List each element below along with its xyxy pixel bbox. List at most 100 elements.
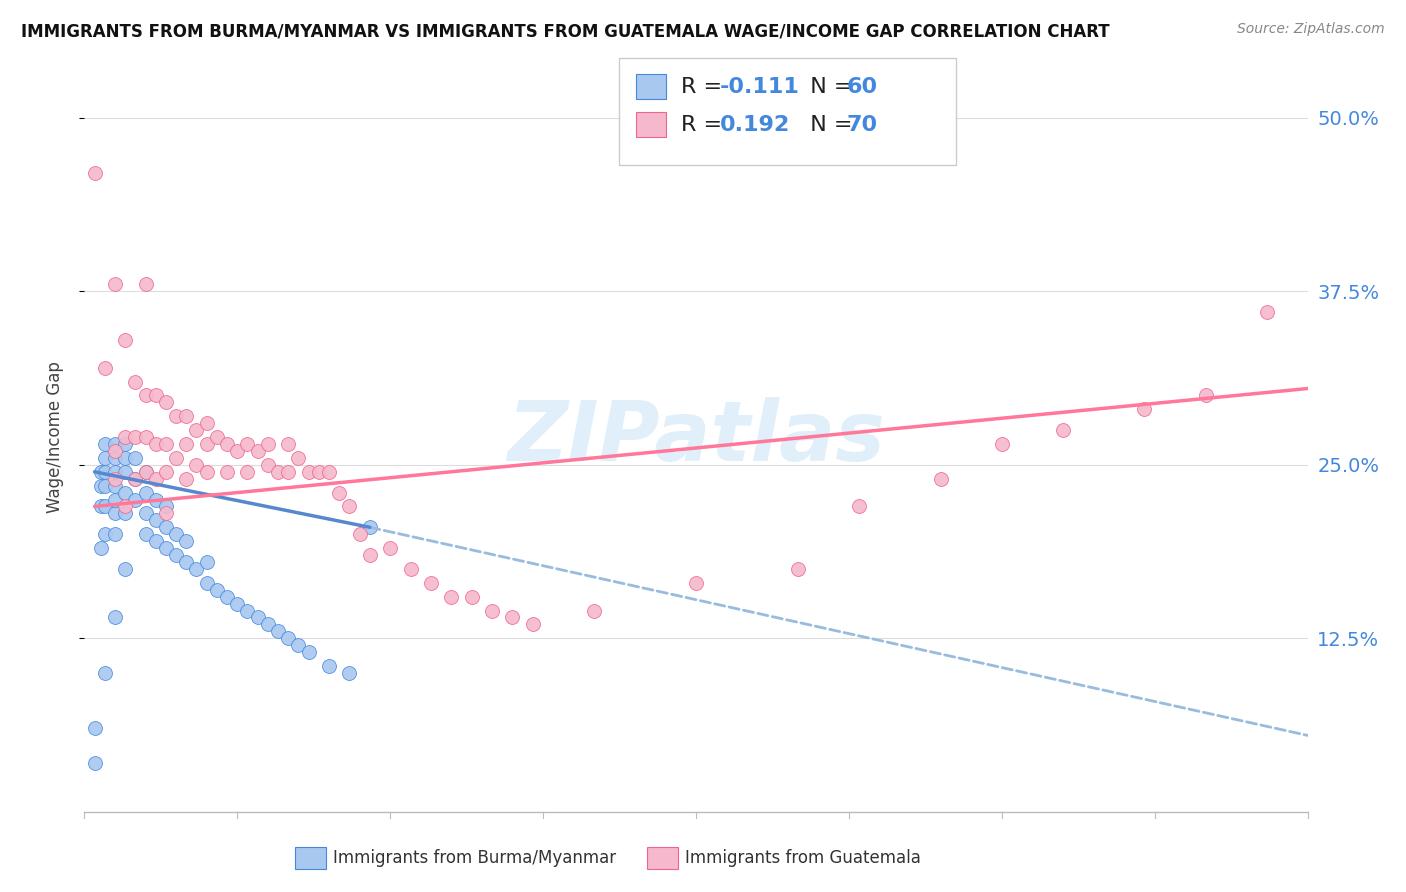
Text: 60: 60 [846, 77, 877, 96]
Point [1133, 402, 1156, 417]
Point [522, 617, 544, 632]
Point [174, 534, 197, 549]
Point [93, 527, 115, 541]
Point [186, 423, 208, 437]
Point [90, 500, 112, 514]
Point [104, 277, 127, 292]
Point [104, 527, 127, 541]
Text: -0.111: -0.111 [720, 77, 800, 96]
Point [308, 465, 330, 479]
Point [420, 575, 443, 590]
Point [174, 472, 197, 486]
Point [114, 562, 136, 576]
Point [90, 478, 112, 492]
Point [135, 465, 157, 479]
Point [226, 597, 249, 611]
Text: Source: ZipAtlas.com: Source: ZipAtlas.com [1237, 22, 1385, 37]
Point [461, 590, 484, 604]
Point [135, 507, 157, 521]
Point [277, 465, 299, 479]
Point [186, 562, 208, 576]
Point [83, 166, 105, 180]
Point [287, 638, 309, 652]
Point [685, 575, 707, 590]
Point [246, 444, 269, 458]
Point [114, 450, 136, 465]
Point [481, 603, 503, 617]
Point [246, 610, 269, 624]
Point [339, 500, 361, 514]
Point [318, 465, 340, 479]
Point [1256, 305, 1278, 319]
Point [399, 562, 422, 576]
Point [155, 520, 177, 534]
Point [359, 520, 381, 534]
Point [114, 465, 136, 479]
Point [124, 492, 146, 507]
Point [226, 444, 249, 458]
Point [1052, 423, 1074, 437]
Point [104, 465, 127, 479]
Point [349, 527, 371, 541]
Point [440, 590, 463, 604]
Point [155, 437, 177, 451]
Point [174, 437, 197, 451]
Point [298, 645, 321, 659]
Point [165, 548, 187, 562]
Point [93, 500, 115, 514]
Point [145, 492, 167, 507]
Point [195, 437, 218, 451]
Point [298, 465, 321, 479]
Point [135, 527, 157, 541]
Point [257, 437, 280, 451]
Point [217, 437, 239, 451]
Point [502, 610, 524, 624]
Point [114, 507, 136, 521]
Point [93, 360, 115, 375]
Point [135, 485, 157, 500]
Point [104, 450, 127, 465]
Point [155, 500, 177, 514]
Point [135, 277, 157, 292]
Point [186, 458, 208, 472]
Point [155, 465, 177, 479]
Point [787, 562, 810, 576]
Point [114, 437, 136, 451]
Point [267, 624, 290, 639]
Point [236, 437, 259, 451]
Point [257, 617, 280, 632]
Point [114, 485, 136, 500]
Point [124, 375, 146, 389]
Point [135, 430, 157, 444]
Point [277, 437, 299, 451]
Point [104, 478, 127, 492]
Point [236, 603, 259, 617]
Point [991, 437, 1014, 451]
Point [104, 472, 127, 486]
Point [104, 444, 127, 458]
Text: R =: R = [681, 77, 728, 96]
Point [195, 555, 218, 569]
Point [114, 500, 136, 514]
Point [124, 430, 146, 444]
Point [124, 472, 146, 486]
Point [124, 450, 146, 465]
Point [93, 450, 115, 465]
Point [104, 507, 127, 521]
Text: ZIPatlas: ZIPatlas [508, 397, 884, 477]
Point [174, 409, 197, 424]
Point [135, 465, 157, 479]
Point [104, 610, 127, 624]
Text: 70: 70 [846, 115, 877, 135]
Point [267, 465, 290, 479]
Point [583, 603, 606, 617]
Point [328, 485, 350, 500]
Point [145, 534, 167, 549]
Text: IMMIGRANTS FROM BURMA/MYANMAR VS IMMIGRANTS FROM GUATEMALA WAGE/INCOME GAP CORRE: IMMIGRANTS FROM BURMA/MYANMAR VS IMMIGRA… [21, 22, 1109, 40]
Point [165, 527, 187, 541]
Point [90, 541, 112, 555]
Point [318, 659, 340, 673]
Text: 0.192: 0.192 [720, 115, 790, 135]
Point [165, 409, 187, 424]
Point [205, 430, 228, 444]
